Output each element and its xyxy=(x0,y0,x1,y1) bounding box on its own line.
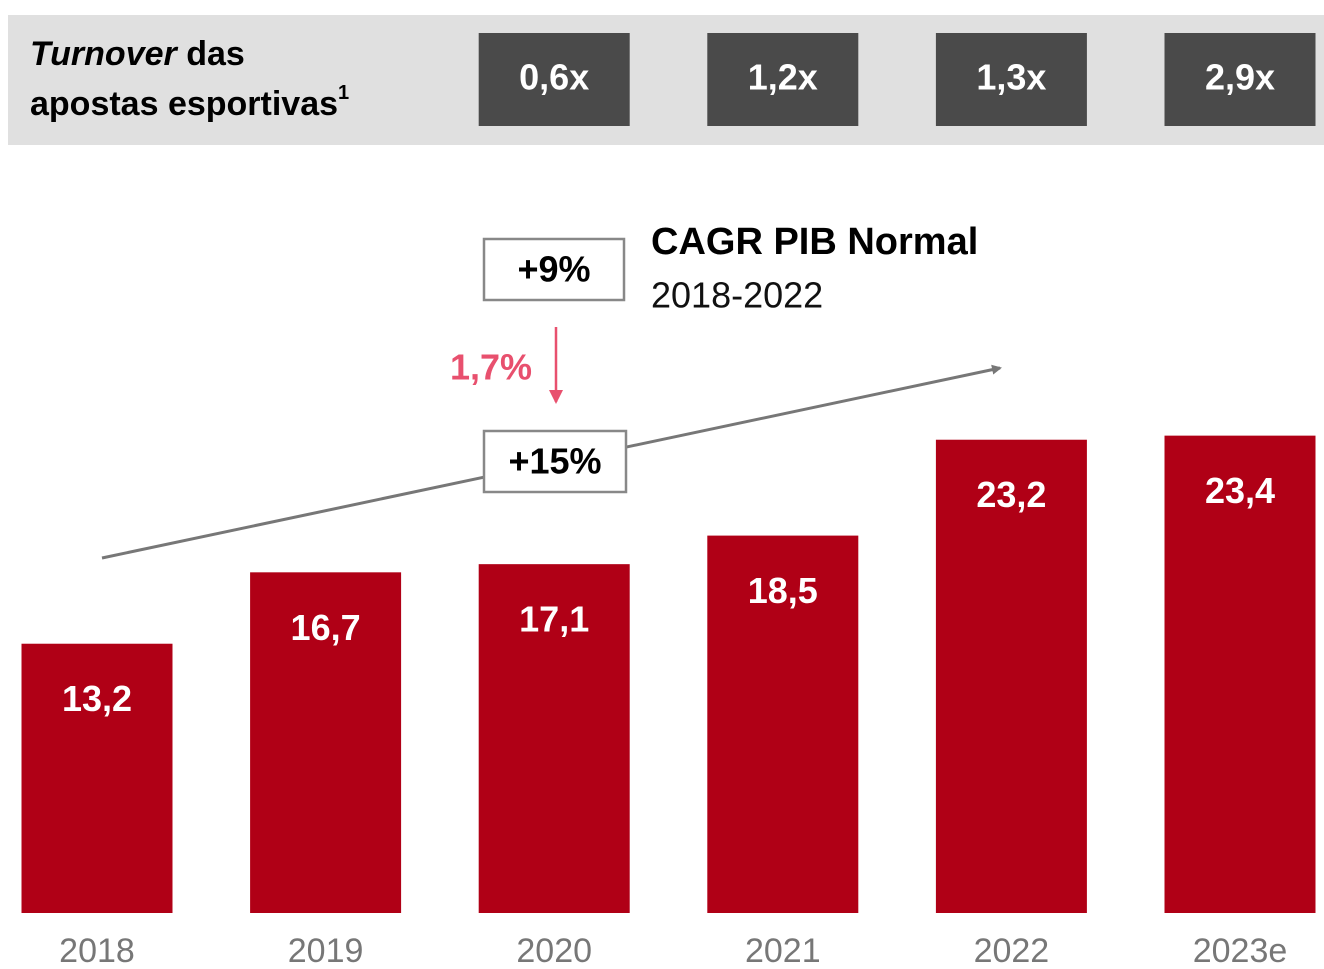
value-label: 17,1 xyxy=(519,599,589,640)
bets-box xyxy=(482,429,628,494)
bets-cagr: +15% xyxy=(508,441,601,482)
bar xyxy=(935,439,1087,913)
cagr-period: 2018-2022 xyxy=(651,275,823,316)
turnover-box xyxy=(935,33,1087,126)
turnover-label: 0,6x xyxy=(519,57,589,98)
x-tick-label: 2020 xyxy=(516,932,592,969)
x-tick-label: 2023e xyxy=(1193,932,1288,969)
turnover-box xyxy=(707,33,859,126)
value-label: 23,2 xyxy=(976,474,1046,515)
value-label: 13,2 xyxy=(62,678,132,719)
x-tick-label: 2018 xyxy=(59,932,135,969)
x-tick-label: 2021 xyxy=(745,932,821,969)
bar xyxy=(250,572,402,913)
turnover-label: 1,3x xyxy=(976,57,1046,98)
bar xyxy=(1164,435,1316,913)
header-title: Turnover das xyxy=(30,35,245,73)
turnover-box xyxy=(478,33,630,126)
difference-label: 1,7% xyxy=(450,347,532,388)
value-label: 23,4 xyxy=(1205,470,1275,511)
cagr-title: CAGR PIB Normal xyxy=(651,221,978,263)
turnover-label: 2,9x xyxy=(1205,57,1275,98)
bar xyxy=(21,643,173,913)
value-label: 18,5 xyxy=(748,570,818,611)
footnote: 1 xyxy=(338,82,349,104)
x-tick-label: 2022 xyxy=(974,932,1050,969)
header-title-italic: Turnover xyxy=(30,35,179,73)
header-title-line2: apostas esportivas1 xyxy=(30,82,349,123)
turnover-label: 1,2x xyxy=(748,57,818,98)
bar xyxy=(707,535,859,913)
gdp-box xyxy=(482,237,626,302)
header-band xyxy=(8,15,1324,145)
gdp-cagr: +9% xyxy=(517,249,590,290)
value-label: 16,7 xyxy=(291,607,361,648)
header-title-rest: das xyxy=(186,35,245,73)
bar xyxy=(478,564,630,913)
turnover-box xyxy=(1164,33,1316,126)
x-tick-label: 2019 xyxy=(288,932,364,969)
